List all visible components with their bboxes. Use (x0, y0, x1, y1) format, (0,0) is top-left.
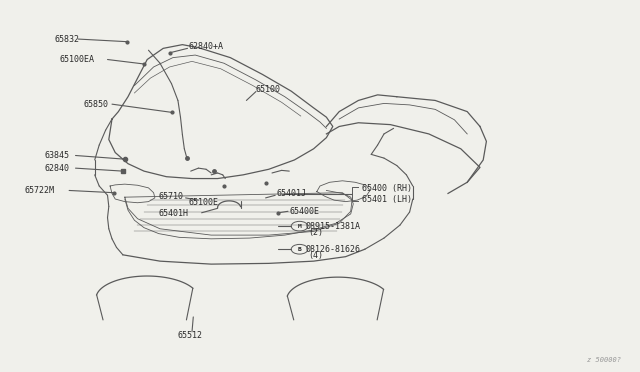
Text: (4): (4) (308, 251, 323, 260)
Text: 65400E: 65400E (289, 207, 319, 216)
Text: 65512: 65512 (178, 331, 203, 340)
Text: 63845: 63845 (45, 151, 70, 160)
Text: 65722M: 65722M (24, 186, 54, 195)
Text: 65100EA: 65100EA (60, 55, 95, 64)
Text: 62840+A: 62840+A (189, 42, 224, 51)
Text: 65400 (RH): 65400 (RH) (362, 185, 412, 193)
Text: (2): (2) (308, 228, 323, 237)
Text: 65401 (LH): 65401 (LH) (362, 195, 412, 204)
Text: 08915-1381A: 08915-1381A (306, 222, 361, 231)
Text: z 50000?: z 50000? (587, 357, 621, 363)
Text: 65850: 65850 (83, 100, 108, 109)
Text: 65710: 65710 (159, 192, 184, 201)
Text: 08126-81626: 08126-81626 (306, 245, 361, 254)
Text: 65401H: 65401H (159, 209, 189, 218)
Text: 65832: 65832 (54, 35, 79, 44)
Text: 62840: 62840 (45, 164, 70, 173)
Text: B: B (298, 247, 301, 252)
Text: M: M (298, 224, 301, 229)
Text: 65100E: 65100E (189, 198, 219, 207)
Text: 65401J: 65401J (276, 189, 307, 198)
Text: 65100: 65100 (256, 85, 281, 94)
